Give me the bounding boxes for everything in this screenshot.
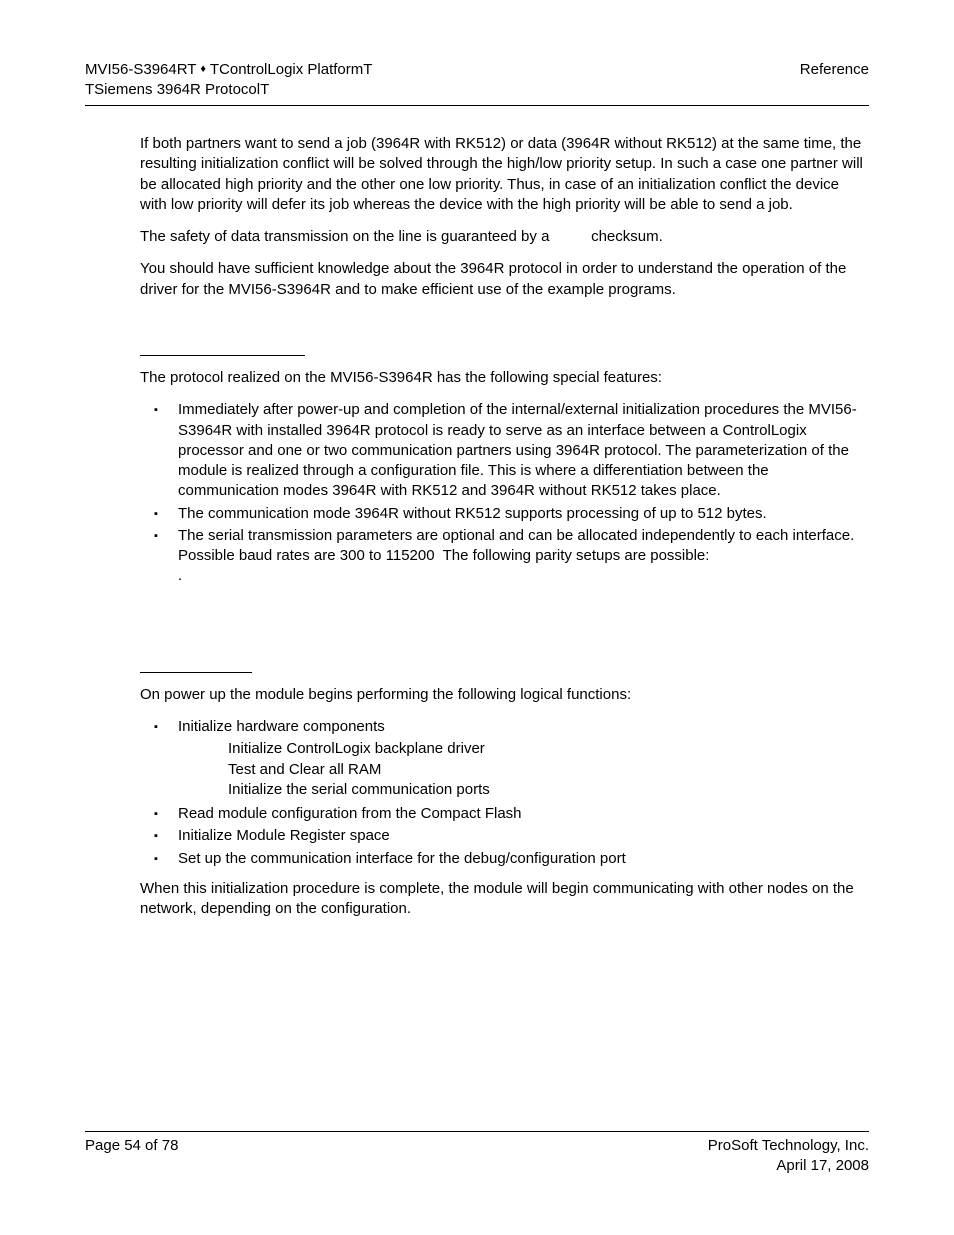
list-item: Initialize Module Register space bbox=[140, 826, 869, 846]
list-item: Initialize hardware components bbox=[140, 717, 869, 737]
feature-list: Immediately after power-up and completio… bbox=[140, 400, 869, 586]
header-protocol: TSiemens 3964R ProtocolT bbox=[85, 80, 372, 100]
paragraph: If both partners want to send a job (396… bbox=[140, 134, 869, 215]
page-footer: Page 54 of 78 ProSoft Technology, Inc. A… bbox=[85, 1131, 869, 1175]
init-list-cont: Read module configuration from the Compa… bbox=[140, 804, 869, 869]
section-intro: On power up the module begins performing… bbox=[140, 685, 869, 705]
paragraph: The safety of data transmission on the l… bbox=[140, 227, 869, 247]
footer-right: ProSoft Technology, Inc. April 17, 2008 bbox=[708, 1136, 869, 1175]
header-product: MVI56-S3964RT bbox=[85, 61, 200, 78]
header-platform: TControlLogix PlatformT bbox=[210, 61, 373, 78]
list-item: Test and Clear all RAM bbox=[228, 760, 869, 780]
page-header: MVI56-S3964RT ♦ TControlLogix PlatformT … bbox=[85, 60, 869, 106]
section-heading bbox=[140, 655, 252, 673]
footer-page-number: Page 54 of 78 bbox=[85, 1136, 178, 1175]
list-item: Initialize ControlLogix backplane driver bbox=[228, 739, 869, 759]
list-item: Initialize the serial communication port… bbox=[228, 780, 869, 800]
diamond-icon: ♦ bbox=[200, 62, 206, 76]
paragraph: When this initialization procedure is co… bbox=[140, 879, 869, 920]
section-intro: The protocol realized on the MVI56-S3964… bbox=[140, 368, 869, 388]
header-right: Reference bbox=[800, 60, 869, 99]
list-item: The communication mode 3964R without RK5… bbox=[140, 504, 869, 524]
list-item: The serial transmission parameters are o… bbox=[140, 526, 869, 587]
section-heading bbox=[140, 338, 305, 356]
list-item: Read module configuration from the Compa… bbox=[140, 804, 869, 824]
init-list: Initialize hardware components bbox=[140, 717, 869, 737]
footer-company: ProSoft Technology, Inc. bbox=[708, 1136, 869, 1156]
list-item: Set up the communication interface for t… bbox=[140, 849, 869, 869]
page-content: If both partners want to send a job (396… bbox=[85, 134, 869, 919]
footer-date: April 17, 2008 bbox=[708, 1156, 869, 1176]
header-left: MVI56-S3964RT ♦ TControlLogix PlatformT … bbox=[85, 60, 372, 99]
list-item: Immediately after power-up and completio… bbox=[140, 400, 869, 501]
init-sublist: Initialize ControlLogix backplane driver… bbox=[140, 739, 869, 800]
paragraph: You should have sufficient knowledge abo… bbox=[140, 259, 869, 300]
